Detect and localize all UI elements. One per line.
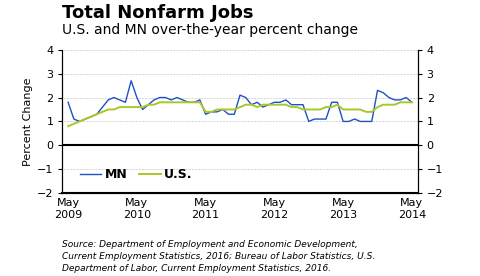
MN [374,89,380,92]
MN [65,101,71,104]
Line: U.S.: U.S. [68,102,412,126]
U.S. [409,101,415,104]
Legend: MN, U.S.: MN, U.S. [75,163,197,186]
MN [157,96,163,99]
MN [409,101,415,104]
Text: Source: Department of Employment and Economic Development,
Current Employment St: Source: Department of Employment and Eco… [62,240,376,273]
U.S. [145,103,151,106]
U.S. [192,101,197,104]
U.S. [157,101,163,104]
U.S. [65,124,71,128]
MN [260,105,266,109]
U.S. [254,105,260,109]
MN [283,98,288,102]
Line: MN: MN [68,81,412,121]
MN [77,120,83,123]
Text: Total Nonfarm Jobs: Total Nonfarm Jobs [62,4,254,22]
Y-axis label: Percent Change: Percent Change [23,77,33,166]
U.S. [277,103,283,106]
U.S. [369,110,375,113]
Text: U.S. and MN over-the-year percent change: U.S. and MN over-the-year percent change [62,23,359,38]
U.S. [134,105,140,109]
MN [128,79,134,83]
MN [197,98,203,102]
MN [145,103,151,106]
